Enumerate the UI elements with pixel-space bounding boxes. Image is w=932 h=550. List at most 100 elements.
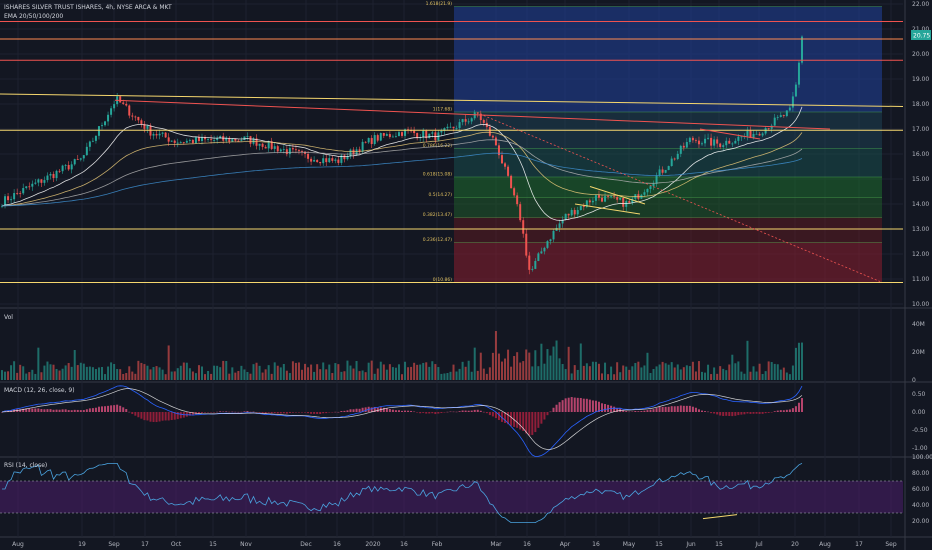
macd-histogram-bar xyxy=(282,412,285,414)
candle-body xyxy=(152,134,155,136)
candle-body xyxy=(797,62,800,85)
candle-body xyxy=(682,145,685,148)
volume-bar xyxy=(64,365,67,380)
volume-bar xyxy=(425,362,428,380)
macd-histogram-bar xyxy=(197,412,200,414)
candle-body xyxy=(158,133,161,136)
macd-histogram-bar xyxy=(588,399,591,412)
candle-body xyxy=(91,140,94,142)
volume-bar xyxy=(655,366,658,380)
ema-20-line xyxy=(1,106,803,221)
macd-histogram-bar xyxy=(661,406,664,412)
macd-histogram-bar xyxy=(555,404,558,412)
macd-histogram-bar xyxy=(682,405,685,412)
time-tick-label: Oct xyxy=(171,541,182,548)
volume-bar xyxy=(370,360,373,380)
macd-histogram-bar xyxy=(161,412,164,421)
macd-histogram-bar xyxy=(107,405,110,412)
macd-histogram-bar xyxy=(58,409,61,412)
macd-histogram-bar xyxy=(743,412,746,415)
volume-bar xyxy=(131,371,134,380)
candle-body xyxy=(294,149,297,151)
candle-body xyxy=(22,188,25,194)
volume-bar xyxy=(637,361,640,380)
candle-body xyxy=(773,117,776,126)
volume-bar xyxy=(797,342,800,380)
macd-pane[interactable] xyxy=(1,385,803,457)
volume-pane[interactable] xyxy=(1,331,803,380)
volume-bar xyxy=(482,368,485,380)
rsi-tick-label: 40.00 xyxy=(912,502,929,509)
macd-histogram-bar xyxy=(649,409,652,412)
candle-body xyxy=(76,159,79,160)
volume-bar xyxy=(431,361,434,380)
fibonacci-retracement: 0(10.86) 0.236(12.47) 0.382(13.47) 0.5(14.2… xyxy=(423,1,882,283)
macd-histogram-bar xyxy=(391,409,394,412)
price-pane[interactable] xyxy=(1,35,803,275)
macd-histogram-bar xyxy=(801,398,803,412)
candle-body xyxy=(731,143,734,145)
macd-histogram-bar xyxy=(258,412,261,413)
volume-bar xyxy=(176,368,179,380)
trend-line xyxy=(0,93,904,107)
trend-line xyxy=(114,99,831,130)
volume-bar xyxy=(170,371,173,380)
candle-body xyxy=(582,205,585,207)
candle-body xyxy=(346,156,349,160)
macd-histogram-bar xyxy=(322,412,325,414)
candle-body xyxy=(173,140,176,143)
macd-histogram-bar xyxy=(313,412,316,414)
symbol-title: ISHARES SILVER TRUST ISHARES, 4h, NYSE A… xyxy=(4,4,172,11)
candle-body xyxy=(107,114,110,122)
volume-bar xyxy=(85,366,88,380)
macd-histogram-bar xyxy=(67,410,70,412)
macd-histogram-bar xyxy=(170,412,173,421)
candle-body xyxy=(358,149,361,152)
volume-bar xyxy=(731,354,734,380)
volume-bar xyxy=(243,369,246,380)
macd-histogram-bar xyxy=(752,412,755,414)
macd-histogram-bar xyxy=(782,410,785,412)
candle-body xyxy=(197,137,200,142)
volume-bar xyxy=(428,366,431,380)
ema-lines xyxy=(1,106,803,221)
macd-histogram-bar xyxy=(155,412,158,423)
macd-histogram-bar xyxy=(397,410,400,412)
candle-body xyxy=(207,139,210,140)
candle-body xyxy=(488,127,491,136)
volume-bar xyxy=(228,373,231,380)
macd-histogram-bar xyxy=(737,412,740,416)
volume-bar xyxy=(646,352,649,380)
candle-body xyxy=(394,135,397,137)
volume-bar xyxy=(197,365,200,380)
candle-body xyxy=(343,155,346,160)
rsi-pane[interactable] xyxy=(0,462,903,523)
macd-histogram-bar xyxy=(291,412,294,413)
time-tick-label: 15 xyxy=(655,541,663,548)
volume-bar xyxy=(613,374,616,380)
volume-bar xyxy=(682,367,685,380)
volume-bar xyxy=(594,361,597,380)
time-tick-label: Aug xyxy=(819,541,831,548)
ema-100-line xyxy=(1,139,803,207)
candle-body xyxy=(146,125,149,129)
volume-bar xyxy=(534,350,537,380)
volume-bar xyxy=(55,369,58,380)
macd-histogram-bar xyxy=(716,412,719,415)
macd-histogram-bar xyxy=(704,411,707,412)
price-tick-label: 13.00 xyxy=(912,226,929,233)
volume-bar xyxy=(19,364,22,380)
macd-histogram-bar xyxy=(210,412,213,413)
candle-body xyxy=(422,130,425,138)
candle-body xyxy=(585,200,588,207)
macd-histogram-bar xyxy=(664,406,667,412)
macd-histogram-bar xyxy=(340,411,343,412)
macd-histogram-bar xyxy=(422,412,425,413)
volume-bar xyxy=(773,363,776,380)
macd-histogram-bar xyxy=(122,407,125,412)
macd-histogram-bar xyxy=(549,411,552,413)
candle-body xyxy=(707,137,710,139)
candle-body xyxy=(649,186,652,189)
macd-histogram-bar xyxy=(149,412,152,422)
